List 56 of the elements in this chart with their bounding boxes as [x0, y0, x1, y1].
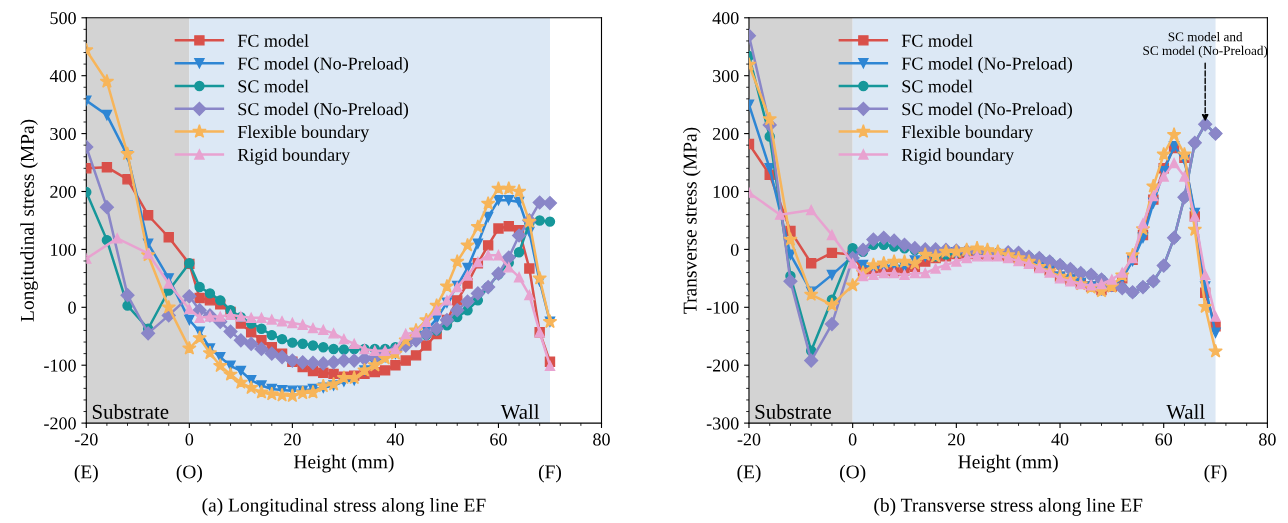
y-tick-label: -200	[706, 359, 739, 372]
text: (b) Transverse stress along line EF	[874, 498, 1143, 516]
y-tick-label: 0	[68, 301, 76, 314]
y-axis-title: Transverse stress (MPa)	[682, 127, 701, 314]
y-tick-label: 300	[50, 127, 76, 141]
x-tick-label: 60	[490, 433, 507, 446]
legend-label: Rigid boundary	[901, 148, 1015, 165]
band-label: Wall	[1166, 404, 1205, 419]
legend-label: Flexible boundary	[901, 125, 1034, 142]
band-label: Wall	[500, 404, 540, 419]
x-tick-label: 60	[1155, 433, 1173, 446]
band-label: Substrate	[755, 404, 831, 419]
y-tick-label: 300	[713, 69, 739, 83]
text: (O)	[840, 464, 866, 483]
y-tick-label: -300	[706, 417, 739, 430]
y-tick-label: 200	[50, 185, 76, 198]
x-tick-label: 40	[1051, 433, 1069, 446]
x-tick-label: 20	[948, 433, 965, 446]
text: (O)	[176, 464, 202, 483]
legend-label: FC model	[901, 34, 973, 47]
y-tick-label: -100	[706, 301, 739, 314]
text: (a) Longitudinal stress along line EF	[202, 498, 486, 516]
legend-label: SC model	[238, 79, 309, 93]
legend-label: Flexible boundary	[237, 125, 370, 142]
y-tick-label: 400	[49, 69, 76, 83]
x-axis-title: Height (mm)	[293, 454, 394, 473]
x-axis-title: Height (mm)	[958, 454, 1058, 473]
x-tick-label: 80	[1259, 433, 1276, 446]
y-tick-label: 400	[712, 12, 739, 25]
x-tick-label: 80	[593, 433, 610, 446]
text: (E)	[74, 464, 98, 483]
legend-label: SC model (No-Preload)	[238, 102, 409, 119]
text: (E)	[737, 464, 761, 483]
x-tick-label: 40	[386, 433, 404, 446]
legend-label: FC model (No-Preload)	[901, 56, 1072, 74]
y-tick-label: 200	[712, 127, 739, 141]
y-tick-label: -100	[44, 359, 76, 372]
x-tick-label: 20	[284, 433, 301, 446]
legend-label: Rigid boundary	[237, 148, 351, 165]
y-tick-label: 100	[51, 243, 76, 256]
x-tick-label: -20	[737, 433, 761, 446]
y-tick-label: -200	[44, 417, 76, 430]
text: (F)	[538, 464, 562, 483]
x-tick-label: 0	[848, 433, 857, 446]
text: (F)	[1204, 464, 1227, 483]
band-label: Substrate	[92, 404, 169, 419]
y-axis-title: Longitudinal stress (MPa)	[20, 119, 38, 322]
x-tick-label: -20	[74, 433, 98, 446]
legend-label: SC model (No-Preload)	[902, 102, 1072, 119]
legend-label: FC model (No-Preload)	[237, 56, 409, 74]
legend-label: FC model	[237, 34, 309, 47]
y-tick-label: 0	[730, 243, 739, 256]
y-tick-label: 500	[50, 12, 76, 25]
legend-label: SC model	[902, 79, 973, 93]
y-tick-label: 100	[713, 185, 739, 198]
x-tick-label: 0	[185, 433, 194, 446]
